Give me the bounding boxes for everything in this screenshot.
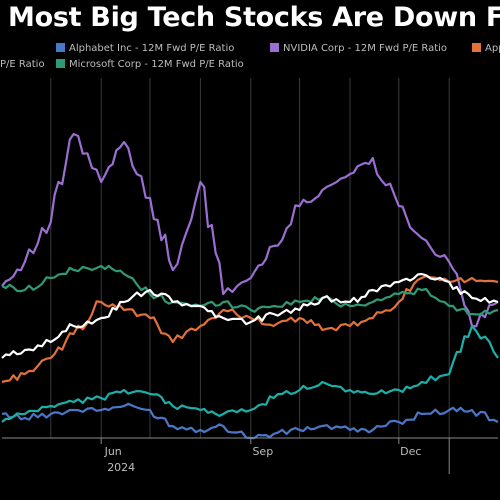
series-layer <box>1 132 499 440</box>
legend-label-nvidia: NVIDIA Corp - 12M Fwd P/E Ratio <box>283 43 448 54</box>
x-tick-label: Jun <box>104 445 122 458</box>
series-line-alphabet <box>1 402 499 440</box>
legend-item-alphabet: Alphabet Inc - 12M Fwd P/E Ratio <box>56 42 234 56</box>
legend-item-apple: Apple Inc - 12M Fwd P/E Ratio <box>472 42 500 56</box>
series-line-5 <box>1 324 499 423</box>
legend-label-microsoft: Microsoft Corp - 12M Fwd P/E Ratio <box>69 59 244 70</box>
legend-swatch-alphabet <box>56 43 65 52</box>
legend-swatch-microsoft <box>56 59 65 68</box>
legend: Alphabet Inc - 12M Fwd P/E Ratio NVIDIA … <box>0 40 500 76</box>
legend-label-alphabet: Alphabet Inc - 12M Fwd P/E Ratio <box>69 43 235 54</box>
series-line-nvidia <box>1 132 499 328</box>
series-line-microsoft <box>1 264 499 316</box>
x-tick-label: Sep <box>252 445 273 458</box>
legend-item-microsoft: Microsoft Corp - 12M Fwd P/E Ratio <box>56 58 244 72</box>
legend-label-apple: Apple Inc - 12M Fwd P/E Ratio <box>485 43 500 54</box>
chart-title: Most Big Tech Stocks Are Down Fr <box>8 2 500 33</box>
x-year-label: 2024 <box>107 461 135 474</box>
series-line-apple <box>1 275 499 384</box>
series-line-4 <box>1 272 499 359</box>
legend-item-nvidia: NVIDIA Corp - 12M Fwd P/E Ratio <box>270 42 447 56</box>
legend-item-continued: P/E Ratio <box>0 58 45 72</box>
x-axis: Jun Sep Dec 2024 <box>2 437 498 474</box>
legend-label-continued: P/E Ratio <box>0 59 45 70</box>
grid-layer <box>50 78 450 438</box>
legend-swatch-nvidia <box>270 43 279 52</box>
legend-swatch-apple <box>472 43 481 52</box>
x-tick-label: Dec <box>400 445 421 458</box>
